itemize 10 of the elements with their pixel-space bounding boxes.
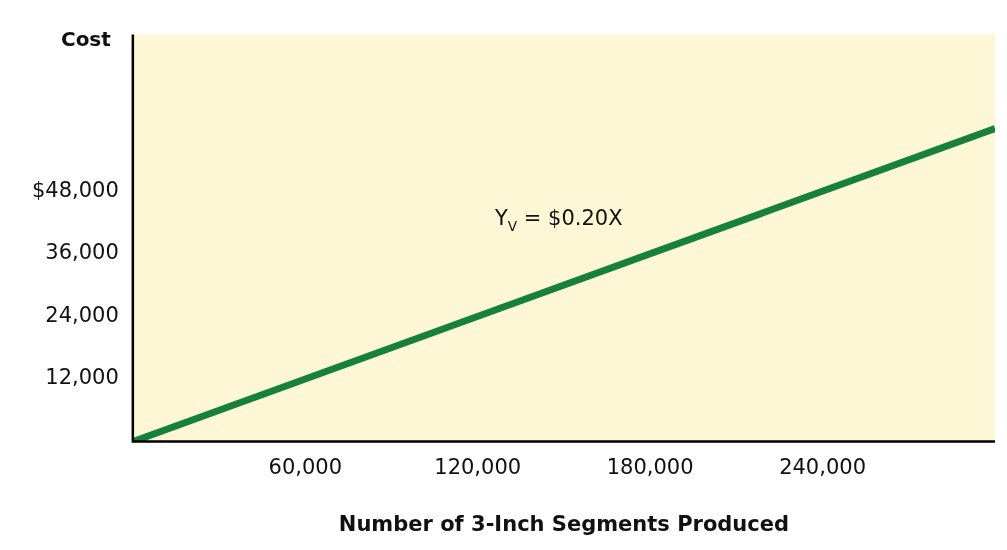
- x-tick-label: 180,000: [606, 454, 694, 479]
- y-tick-label: 12,000: [45, 365, 119, 390]
- y-tick-label: $48,000: [32, 177, 119, 202]
- x-tick-label: 60,000: [268, 454, 343, 479]
- x-tick-label: 120,000: [434, 454, 522, 479]
- y-tick-label: 24,000: [45, 302, 119, 327]
- y-tick-label: 36,000: [45, 240, 119, 265]
- x-tick-label: 240,000: [779, 454, 866, 479]
- x-axis-title: Number of 3-Inch Segments Produced: [338, 511, 790, 536]
- y-axis-title: Cost: [60, 26, 112, 51]
